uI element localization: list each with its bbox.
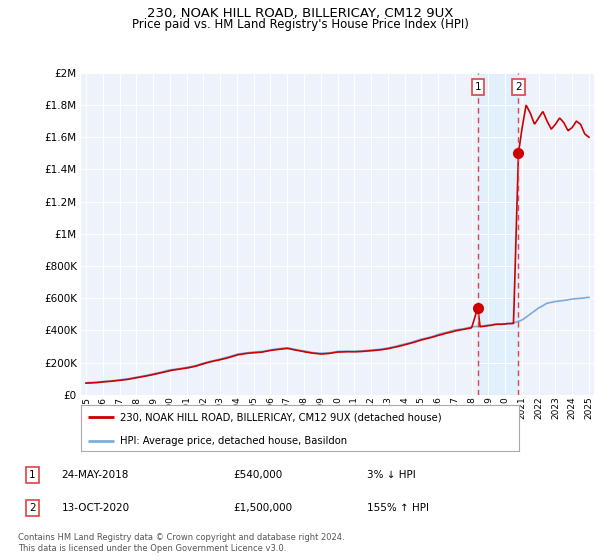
Text: 13-OCT-2020: 13-OCT-2020 [61,503,130,513]
Text: HPI: Average price, detached house, Basildon: HPI: Average price, detached house, Basi… [121,436,347,446]
Text: 1: 1 [29,470,35,480]
Text: 230, NOAK HILL ROAD, BILLERICAY, CM12 9UX: 230, NOAK HILL ROAD, BILLERICAY, CM12 9U… [147,7,453,20]
Text: Price paid vs. HM Land Registry's House Price Index (HPI): Price paid vs. HM Land Registry's House … [131,18,469,31]
Text: 2: 2 [515,82,522,92]
Text: 2: 2 [29,503,35,513]
Text: 3% ↓ HPI: 3% ↓ HPI [367,470,416,480]
Text: £1,500,000: £1,500,000 [233,503,292,513]
Text: 24-MAY-2018: 24-MAY-2018 [61,470,129,480]
Text: 1: 1 [475,82,481,92]
Text: 155% ↑ HPI: 155% ↑ HPI [367,503,429,513]
Text: Contains HM Land Registry data © Crown copyright and database right 2024.
This d: Contains HM Land Registry data © Crown c… [18,533,344,553]
Text: 230, NOAK HILL ROAD, BILLERICAY, CM12 9UX (detached house): 230, NOAK HILL ROAD, BILLERICAY, CM12 9U… [121,412,442,422]
Bar [478,73,518,395]
Text: £540,000: £540,000 [233,470,283,480]
